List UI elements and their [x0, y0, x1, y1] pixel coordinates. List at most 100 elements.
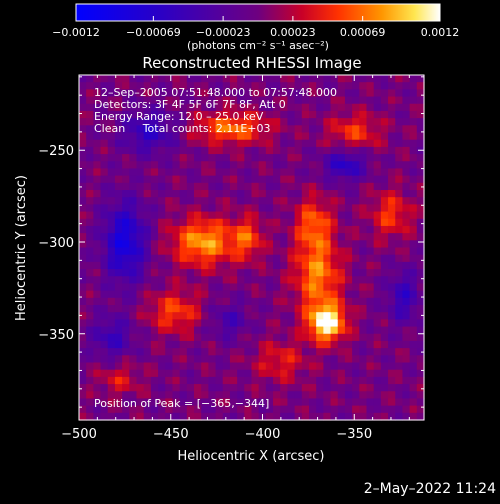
heatmap-cell	[237, 161, 245, 170]
heatmap-cell	[330, 175, 339, 184]
heatmap-cell	[416, 75, 425, 83]
heatmap-cell	[136, 369, 145, 378]
heatmap-cell	[388, 340, 396, 349]
heatmap-cell	[344, 384, 353, 392]
heatmap-cell	[323, 233, 332, 241]
heatmap-cell	[251, 204, 260, 213]
heatmap-cell	[395, 276, 404, 285]
heatmap-cell	[359, 355, 368, 364]
heatmap-cell	[409, 305, 418, 313]
heatmap-cell	[416, 355, 425, 364]
heatmap-cell	[201, 161, 209, 170]
heatmap-cell	[301, 161, 310, 170]
heatmap-cell	[215, 326, 224, 335]
heatmap-cell	[237, 89, 245, 98]
heatmap-cell	[330, 211, 339, 220]
heatmap-cell	[194, 362, 202, 371]
heatmap-cell	[107, 376, 116, 385]
heatmap-cell	[150, 110, 159, 119]
heatmap-cell	[309, 225, 317, 234]
heatmap-cell	[86, 355, 94, 364]
heatmap-cell	[122, 297, 130, 306]
heatmap-cell	[380, 168, 389, 177]
heatmap-cell	[244, 362, 253, 371]
heatmap-cell	[165, 391, 174, 400]
heatmap-cell	[395, 233, 404, 241]
heatmap-cell	[273, 89, 281, 98]
heatmap-cell	[150, 269, 159, 277]
heatmap-cell	[380, 110, 389, 119]
heatmap-cell	[301, 319, 310, 328]
heatmap-cell	[186, 110, 195, 119]
heatmap-cell	[237, 362, 245, 371]
heatmap-cell	[222, 269, 231, 277]
heatmap-cell	[309, 319, 317, 328]
heatmap-cell	[107, 110, 116, 119]
heatmap-cell	[107, 348, 116, 356]
heatmap-cell	[201, 283, 209, 292]
heatmap-cell	[287, 154, 296, 162]
heatmap-cell	[244, 204, 253, 213]
heatmap-cell	[330, 190, 339, 198]
heatmap-cell	[337, 276, 346, 285]
heatmap-cell	[222, 369, 231, 378]
heatmap-cell	[201, 218, 209, 227]
heatmap-cell	[136, 340, 145, 349]
heatmap-cell	[337, 355, 346, 364]
heatmap-cell	[208, 190, 217, 198]
heatmap-cell	[201, 369, 209, 378]
heatmap-cell	[402, 103, 411, 112]
heatmap-cell	[330, 340, 339, 349]
heatmap-cell	[229, 225, 238, 234]
heatmap-cell	[172, 355, 181, 364]
heatmap-cell	[309, 405, 317, 414]
heatmap-cell	[373, 211, 382, 220]
heatmap-cell	[395, 82, 404, 90]
heatmap-cell	[251, 233, 260, 241]
heatmap-cell	[395, 247, 404, 256]
heatmap-cell	[301, 125, 310, 134]
heatmap-cell	[136, 197, 145, 205]
heatmap-cell	[352, 154, 360, 162]
heatmap-cell	[373, 312, 382, 320]
heatmap-cell	[244, 384, 253, 392]
heatmap-cell	[409, 125, 418, 134]
heatmap-cell	[136, 312, 145, 320]
heatmap-cell	[416, 305, 425, 313]
heatmap-cell	[373, 254, 382, 263]
heatmap-cell	[273, 269, 281, 277]
heatmap-cell	[237, 225, 245, 234]
heatmap-cell	[158, 240, 166, 249]
heatmap-cell	[395, 110, 404, 119]
heatmap-cell	[93, 398, 102, 407]
heatmap-cell	[316, 290, 324, 299]
heatmap-cell	[258, 405, 267, 414]
heatmap-cell	[150, 326, 159, 335]
heatmap-cell	[107, 398, 116, 407]
heatmap-cell	[100, 204, 109, 213]
heatmap-cell	[287, 412, 296, 421]
heatmap-cell	[150, 161, 159, 170]
heatmap-cell	[388, 118, 396, 126]
heatmap-cell	[158, 161, 166, 170]
heatmap-cell	[150, 225, 159, 234]
heatmap-cell	[330, 110, 339, 119]
heatmap-cell	[280, 398, 289, 407]
heatmap-cell	[395, 412, 404, 421]
heatmap-cell	[186, 254, 195, 263]
heatmap-cell	[229, 82, 238, 90]
heatmap-cell	[129, 240, 138, 249]
heatmap-cell	[373, 326, 382, 335]
heatmap-cell	[107, 290, 116, 299]
heatmap-cell	[136, 103, 145, 112]
heatmap-cell	[409, 376, 418, 385]
heatmap-cell	[366, 139, 375, 148]
heatmap-cell	[409, 118, 418, 126]
heatmap-cell	[136, 297, 145, 306]
heatmap-cell	[186, 362, 195, 371]
heatmap-cell	[237, 103, 245, 112]
heatmap-cell	[129, 254, 138, 263]
heatmap-cell	[129, 376, 138, 385]
heatmap-cell	[79, 103, 87, 112]
heatmap-cell	[316, 96, 324, 105]
